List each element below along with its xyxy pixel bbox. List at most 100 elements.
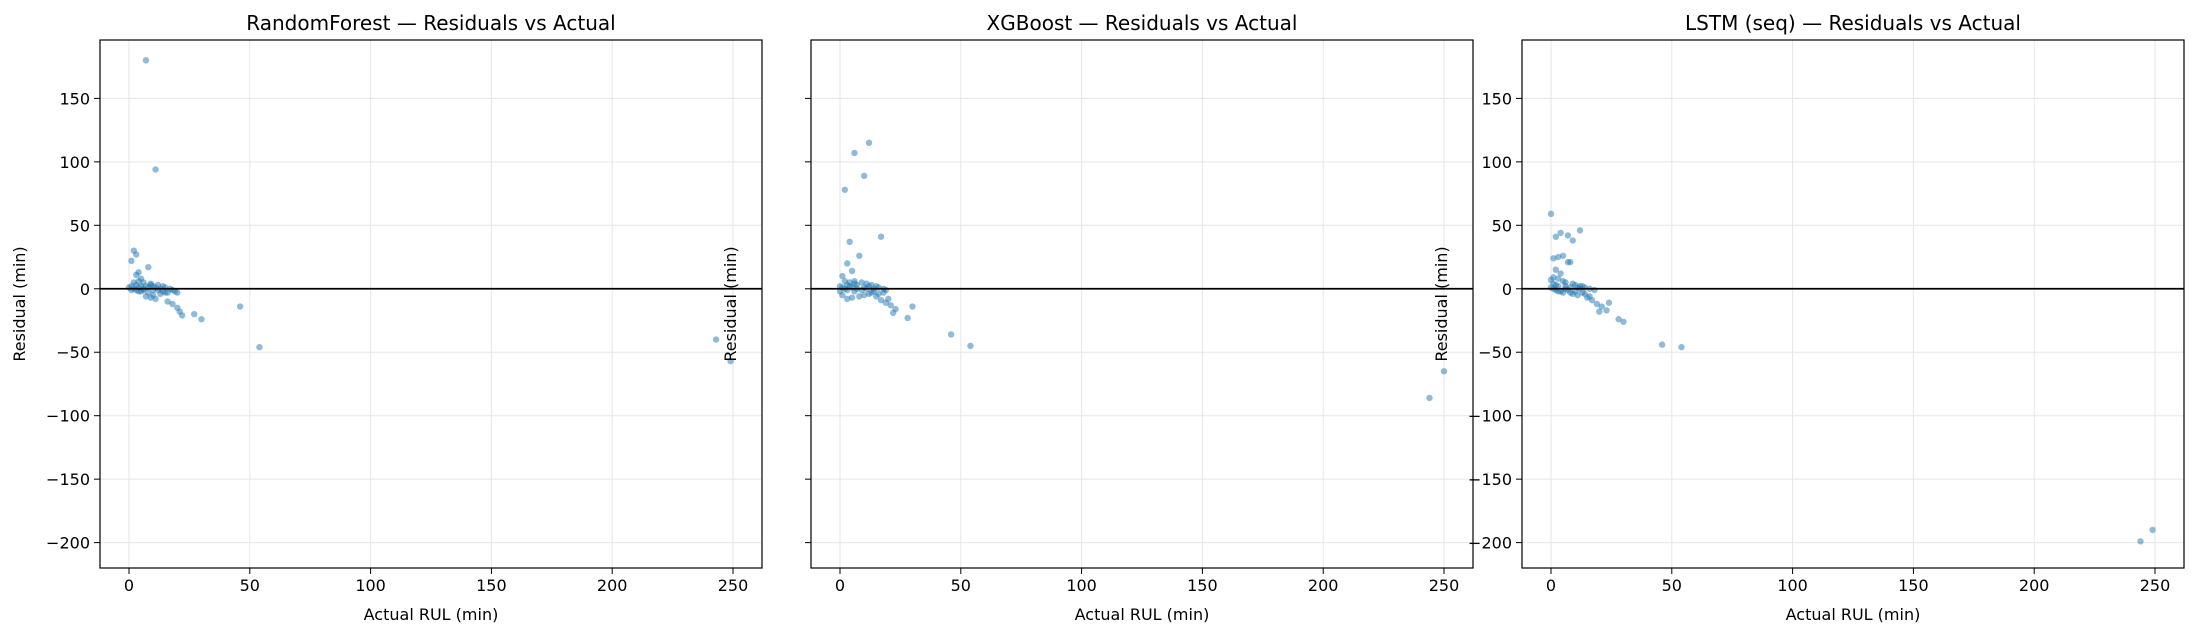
x-tick-label: 100 — [355, 576, 386, 595]
data-point — [236, 303, 244, 310]
grid — [1522, 40, 2184, 568]
data-point — [149, 286, 157, 294]
data-point — [856, 252, 863, 259]
data-point — [1564, 232, 1572, 239]
panel-title: RandomForest — Residuals vs Actual — [246, 11, 615, 35]
x-tick-label: 200 — [597, 576, 628, 595]
data-point — [865, 283, 873, 290]
scatter-points — [125, 57, 734, 365]
data-point — [877, 233, 885, 240]
x-tick-label: 0 — [1546, 576, 1556, 595]
data-point — [856, 293, 863, 300]
data-point — [887, 302, 894, 309]
data-point — [1559, 252, 1567, 259]
data-point — [841, 186, 849, 193]
data-point — [851, 149, 858, 157]
x-tick-label: 100 — [1777, 576, 1808, 595]
data-point — [1567, 258, 1574, 266]
x-tick-label: 200 — [1308, 576, 1339, 595]
panel-xgboost: XGBoost — Residuals vs Actual Actual RUL… — [721, 11, 1474, 624]
data-point — [851, 277, 858, 285]
data-point — [848, 267, 856, 275]
data-point — [860, 291, 868, 299]
x-tick-label: 150 — [476, 576, 507, 595]
scatter-points — [836, 139, 1448, 402]
data-point — [1581, 290, 1589, 298]
data-point — [877, 296, 885, 304]
y-tick-label: −50 — [1478, 343, 1512, 362]
data-point — [858, 279, 865, 286]
grid — [811, 40, 1473, 568]
data-point — [1605, 299, 1613, 306]
x-tick-label: 250 — [1429, 576, 1460, 595]
panel-title: XGBoost — Residuals vs Actual — [987, 11, 1298, 35]
data-point — [198, 316, 205, 323]
data-point — [145, 263, 152, 271]
data-point — [880, 289, 887, 296]
plot-frame — [1521, 39, 2185, 569]
panel-title: LSTM (seq) — Residuals vs Actual — [1685, 11, 2021, 35]
data-point — [1620, 318, 1627, 325]
data-point — [1555, 253, 1562, 261]
x-axis-label: Actual RUL (min) — [364, 605, 499, 624]
data-point — [133, 251, 140, 258]
y-tick-label: −50 — [56, 343, 90, 362]
y-tick-label: −150 — [1468, 470, 1512, 489]
data-point — [135, 284, 142, 291]
x-tick-label: 0 — [835, 576, 845, 595]
data-point — [2149, 526, 2156, 534]
data-point — [865, 139, 873, 147]
y-axis-label: Residual (min) — [10, 246, 29, 361]
data-point — [1615, 316, 1622, 323]
data-point — [1658, 341, 1666, 348]
x-tick-label: 50 — [1662, 576, 1682, 595]
data-point — [1557, 270, 1564, 277]
data-point — [1678, 343, 1685, 351]
data-point — [164, 298, 171, 305]
data-point — [848, 294, 856, 301]
y-tick-label: −200 — [1468, 534, 1512, 553]
data-point — [1586, 293, 1593, 300]
data-point — [904, 314, 911, 322]
data-point — [133, 271, 140, 279]
data-point — [846, 238, 853, 246]
data-point — [885, 295, 892, 303]
data-point — [1555, 288, 1562, 295]
x-tick-label: 200 — [2019, 576, 2050, 595]
plot-frame — [99, 39, 763, 569]
data-point — [860, 172, 868, 180]
plot-frame — [810, 39, 1474, 569]
data-point — [844, 295, 851, 303]
y-tick-label: 150 — [1481, 89, 1512, 108]
y-tick-label: 50 — [70, 216, 90, 235]
data-point — [162, 289, 169, 296]
data-point — [727, 357, 734, 365]
data-point — [889, 309, 897, 317]
x-tick-label: 150 — [1187, 576, 1218, 595]
data-point — [909, 303, 916, 310]
data-point — [712, 336, 720, 343]
x-tick-label: 150 — [1898, 576, 1929, 595]
scatter-points — [1547, 210, 2156, 545]
data-point — [152, 166, 159, 173]
data-point — [1593, 300, 1601, 308]
data-point — [1567, 289, 1574, 296]
data-point — [839, 272, 846, 280]
data-point — [844, 281, 851, 289]
grid — [100, 40, 762, 568]
data-point — [1440, 368, 1448, 375]
data-point — [1576, 227, 1584, 234]
data-point — [1426, 394, 1433, 402]
y-axis-label: Residual (min) — [1432, 246, 1451, 361]
y-tick-label: 0 — [1502, 280, 1512, 299]
data-point — [875, 290, 882, 298]
x-tick-label: 250 — [2140, 576, 2171, 595]
data-point — [1557, 229, 1564, 237]
data-point — [947, 331, 955, 338]
y-tick-label: 100 — [59, 153, 90, 172]
data-point — [142, 283, 150, 290]
x-tick-label: 250 — [718, 576, 749, 595]
data-point — [128, 257, 135, 265]
data-point — [142, 57, 150, 64]
data-point — [967, 342, 974, 350]
